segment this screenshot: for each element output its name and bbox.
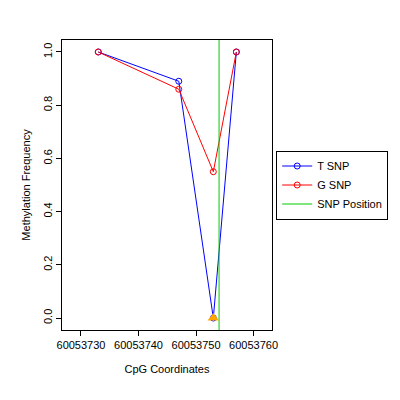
svg-text:0.4: 0.4 <box>42 202 54 217</box>
svg-text:0.6: 0.6 <box>42 149 54 164</box>
svg-text:SNP Position: SNP Position <box>317 198 382 210</box>
svg-text:60053730: 60053730 <box>57 339 106 351</box>
svg-text:60053750: 60053750 <box>172 339 221 351</box>
svg-text:G SNP: G SNP <box>317 179 351 191</box>
svg-text:0.2: 0.2 <box>42 256 54 271</box>
svg-text:0.0: 0.0 <box>42 309 54 324</box>
svg-text:CpG Coordinates: CpG Coordinates <box>125 363 210 375</box>
svg-text:60053740: 60053740 <box>114 339 163 351</box>
svg-text:1.0: 1.0 <box>42 43 54 58</box>
svg-text:Methylation Frequency: Methylation Frequency <box>20 129 32 241</box>
svg-text:60053760: 60053760 <box>229 339 278 351</box>
svg-text:T SNP: T SNP <box>317 160 349 172</box>
svg-text:0.8: 0.8 <box>42 96 54 111</box>
